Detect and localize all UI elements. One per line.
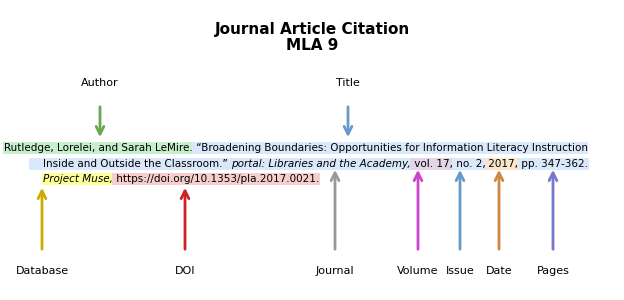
Text: 2017,: 2017, [485, 159, 519, 169]
Text: Date: Date [485, 266, 512, 276]
Text: Journal: Journal [316, 266, 354, 276]
Text: MLA 9: MLA 9 [286, 38, 338, 53]
Text: Rutledge, Lorelei, and Sarah LeMire.: Rutledge, Lorelei, and Sarah LeMire. [4, 143, 193, 153]
Text: pp. 347-362.: pp. 347-362. [519, 159, 588, 169]
Text: Author: Author [81, 78, 119, 88]
Text: https://doi.org/10.1353/pla.2017.0021.: https://doi.org/10.1353/pla.2017.0021. [113, 174, 319, 184]
Text: vol. 17,: vol. 17, [411, 159, 452, 169]
Text: Pages: Pages [537, 266, 570, 276]
Text: portal: Libraries and the Academy,: portal: Libraries and the Academy, [231, 159, 411, 169]
Text: Issue: Issue [446, 266, 474, 276]
Text: “Broadening Boundaries: Opportunities for Information Literacy Instruction: “Broadening Boundaries: Opportunities fo… [193, 143, 588, 153]
Text: Project Muse,: Project Muse, [43, 174, 113, 184]
Text: DOI: DOI [175, 266, 195, 276]
Text: Journal Article Citation: Journal Article Citation [215, 22, 409, 37]
Text: no. 2,: no. 2, [452, 159, 485, 169]
Text: Database: Database [16, 266, 69, 276]
Text: Inside and Outside the Classroom.”: Inside and Outside the Classroom.” [30, 159, 231, 169]
Text: Volume: Volume [397, 266, 439, 276]
Text: Title: Title [336, 78, 360, 88]
